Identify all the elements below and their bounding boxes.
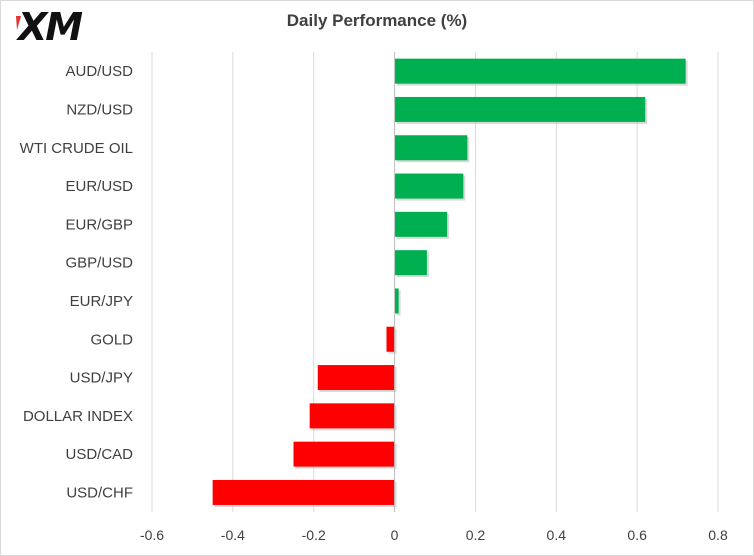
x-tick-label: 0.4 <box>547 527 567 543</box>
bar <box>394 58 686 84</box>
chart-title: Daily Performance (%) <box>286 11 468 30</box>
bar <box>394 96 646 122</box>
bar <box>394 288 399 314</box>
bar <box>394 135 468 161</box>
category-label: WTI CRUDE OIL <box>20 140 133 157</box>
category-label: AUD/USD <box>65 63 133 80</box>
x-tick-label: 0.6 <box>627 527 647 543</box>
x-tick-label: 0.2 <box>466 527 486 543</box>
x-tick-label: -0.2 <box>302 527 326 543</box>
bar <box>394 250 427 276</box>
bar <box>394 173 464 199</box>
x-tick-label: -0.4 <box>221 527 245 543</box>
category-label: USD/CAD <box>65 446 133 463</box>
bar <box>317 365 395 391</box>
logo-text: XM <box>16 6 83 46</box>
bar <box>293 441 395 467</box>
x-tick-label: 0 <box>391 527 399 543</box>
category-label: EUR/GBP <box>65 216 133 233</box>
bar <box>212 479 395 505</box>
x-tick-label: -0.6 <box>140 527 164 543</box>
category-label: DOLLAR INDEX <box>23 408 133 425</box>
category-label: USD/JPY <box>70 370 133 387</box>
xm-logo: XM <box>16 6 85 46</box>
category-label: EUR/JPY <box>70 293 133 310</box>
x-tick-label: 0.8 <box>708 527 728 543</box>
bar <box>394 211 448 237</box>
category-label: NZD/USD <box>66 101 133 118</box>
category-label: USD/CHF <box>66 484 133 501</box>
category-label: GOLD <box>90 331 133 348</box>
bar <box>309 403 395 429</box>
logo-accent-icon <box>16 16 21 30</box>
bar <box>386 326 395 352</box>
category-label: EUR/USD <box>65 178 133 195</box>
category-label: GBP/USD <box>65 255 133 272</box>
